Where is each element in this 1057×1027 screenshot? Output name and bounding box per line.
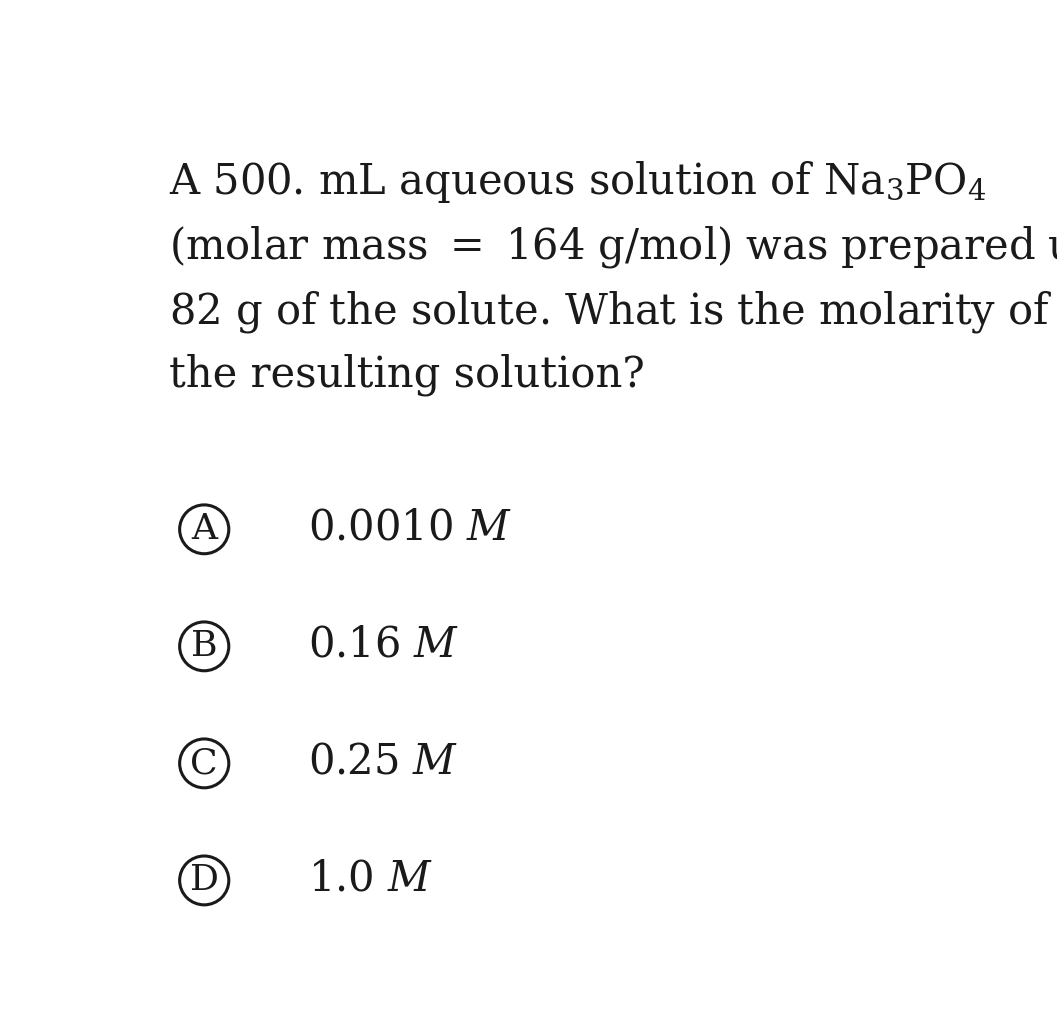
Text: (molar mass $=$ 164 g/mol) was prepared using: (molar mass $=$ 164 g/mol) was prepared …	[169, 224, 1057, 270]
Text: D: D	[189, 864, 219, 898]
Text: A: A	[191, 512, 217, 546]
Text: A 500. mL aqueous solution of $\mathrm{Na_3PO_4}$: A 500. mL aqueous solution of $\mathrm{N…	[169, 159, 986, 204]
Text: 0.25 $\mathit{M}$: 0.25 $\mathit{M}$	[309, 740, 459, 783]
Text: 0.0010 $\mathit{M}$: 0.0010 $\mathit{M}$	[309, 506, 513, 548]
Text: 82 g of the solute. What is the molarity of $\mathrm{Na_3PO_4}$ in: 82 g of the solute. What is the molarity…	[169, 289, 1057, 335]
Text: B: B	[191, 630, 218, 663]
Text: the resulting solution?: the resulting solution?	[169, 353, 645, 395]
Text: 1.0 $\mathit{M}$: 1.0 $\mathit{M}$	[309, 858, 433, 900]
Text: C: C	[190, 747, 218, 781]
Text: 0.16 $\mathit{M}$: 0.16 $\mathit{M}$	[309, 623, 460, 665]
